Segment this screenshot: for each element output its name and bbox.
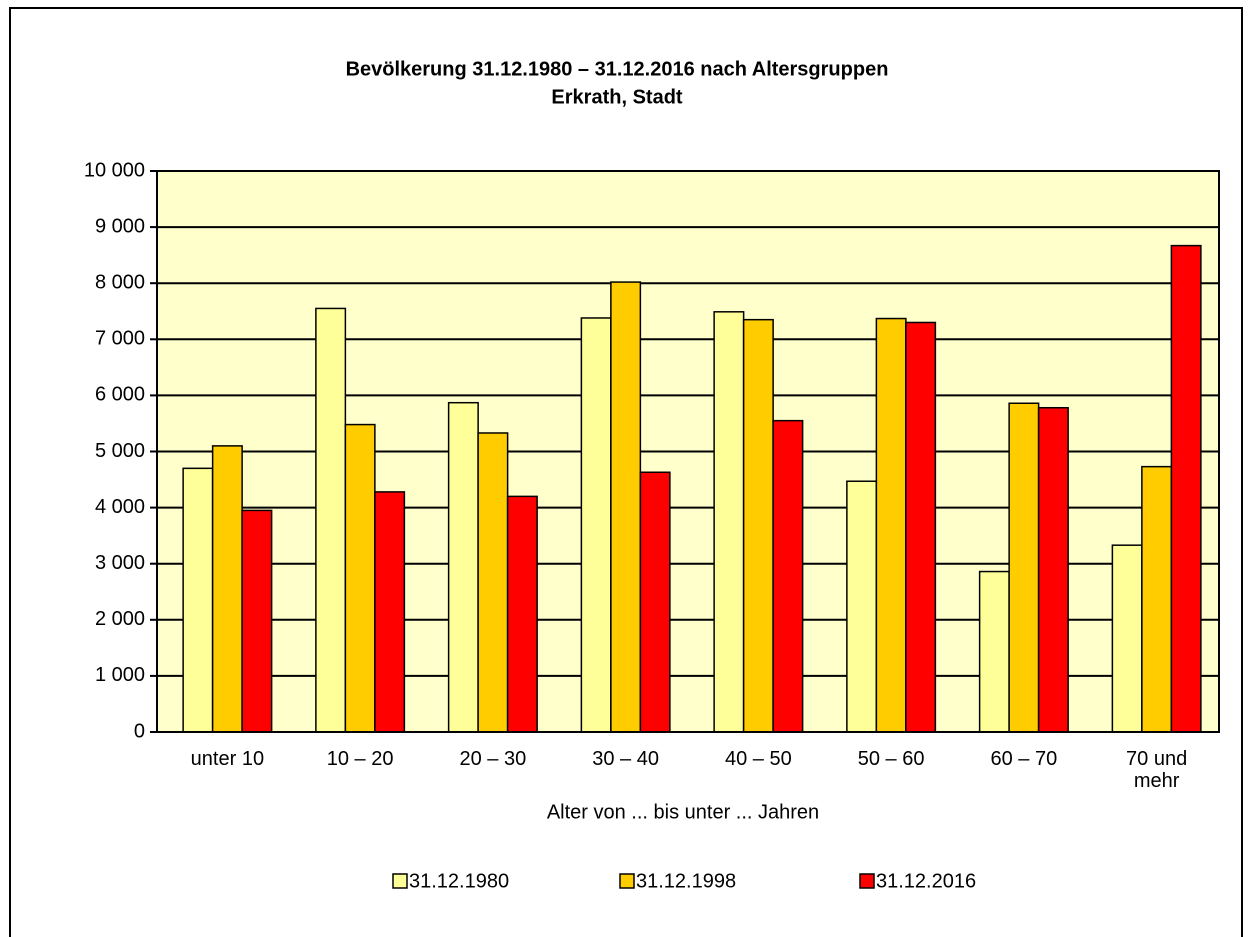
x-tick-label: 10 – 20 — [326, 748, 394, 770]
bar — [477, 432, 509, 733]
y-tick-label: 9 000 — [95, 215, 145, 237]
legend-label: 31.12.1998 — [636, 870, 736, 892]
y-tick-label: 7 000 — [95, 328, 145, 350]
bar — [772, 419, 804, 733]
y-tick-label: 2 000 — [95, 608, 145, 630]
bar — [1141, 465, 1173, 733]
chart-title: Bevölkerung 31.12.1980 – 31.12.2016 nach… — [346, 58, 889, 80]
legend-label: 31.12.1980 — [409, 870, 509, 892]
bar — [1111, 544, 1143, 733]
x-axis-label: Alter von ... bis unter ... Jahren — [547, 801, 819, 823]
bar — [211, 445, 243, 733]
legend-swatch — [392, 873, 408, 889]
bar — [447, 401, 479, 733]
bar — [182, 467, 214, 733]
y-tick-label: 10 000 — [84, 159, 145, 181]
bar — [610, 281, 642, 733]
bar — [846, 480, 878, 733]
bar — [639, 471, 671, 733]
bar — [580, 317, 612, 733]
bar — [905, 321, 937, 733]
bar — [1170, 244, 1202, 733]
bar — [374, 491, 406, 733]
legend-swatch — [619, 873, 635, 889]
bar — [315, 307, 347, 733]
bar — [241, 509, 273, 733]
x-tick-label: 70 und mehr — [1126, 748, 1188, 792]
x-tick-label: 50 – 60 — [857, 748, 925, 770]
y-tick-label: 5 000 — [95, 440, 145, 462]
bar — [742, 318, 774, 733]
y-tick-label: 0 — [134, 720, 145, 742]
bar — [1037, 406, 1069, 733]
chart-subtitle: Erkrath, Stadt — [551, 86, 682, 108]
bar — [1008, 402, 1040, 733]
x-tick-label: 40 – 50 — [725, 748, 792, 770]
bar — [978, 570, 1010, 733]
x-tick-label: 20 – 30 — [459, 748, 527, 770]
x-tick-label: unter 10 — [190, 748, 265, 770]
y-tick-label: 8 000 — [95, 271, 145, 293]
y-tick-label: 6 000 — [95, 384, 145, 406]
bar — [344, 423, 376, 733]
x-tick-label: 30 – 40 — [592, 748, 659, 770]
legend-swatch — [859, 873, 875, 889]
bar — [713, 311, 745, 733]
y-tick-label: 3 000 — [95, 552, 145, 574]
y-tick-label: 4 000 — [95, 496, 145, 518]
legend-label: 31.12.2016 — [876, 870, 976, 892]
y-tick-label: 1 000 — [95, 664, 145, 686]
x-tick-label: 60 – 70 — [990, 748, 1058, 770]
bar — [506, 495, 538, 733]
bar — [875, 317, 907, 733]
